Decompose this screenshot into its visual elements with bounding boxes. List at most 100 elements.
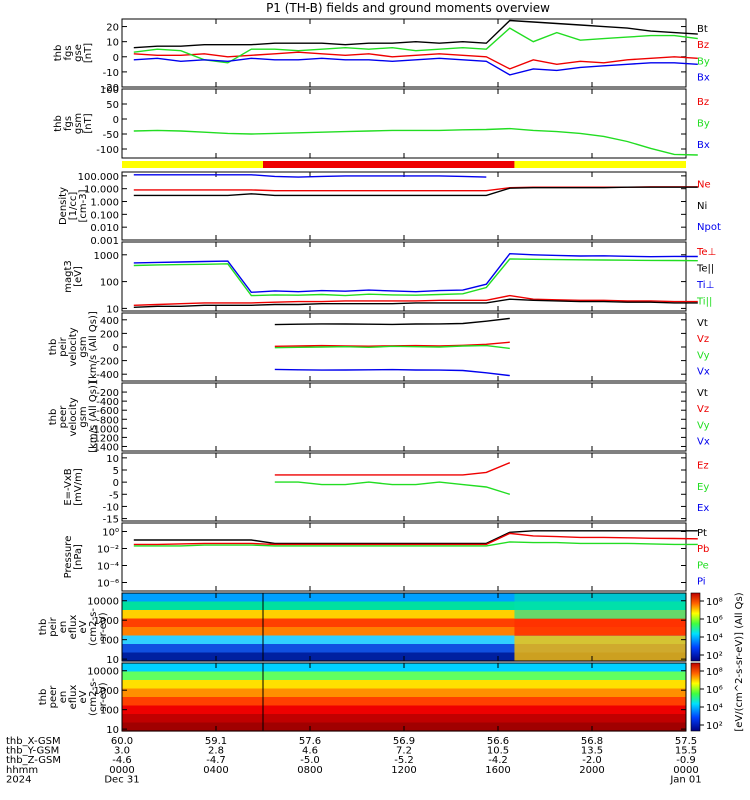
- spectrogram-band: [514, 618, 686, 636]
- y-axis-label-line: velocity: [68, 397, 79, 436]
- panel-frame: [121, 382, 687, 452]
- legend-label: Vy: [697, 350, 710, 361]
- legend-label: Pb: [697, 544, 709, 555]
- time-axis-value: -5.0: [300, 755, 320, 766]
- y-tick-label: 20: [106, 23, 119, 34]
- y-axis-label-line: eflux: [68, 685, 79, 710]
- series-line-Te⊥: [133, 294, 698, 306]
- time-axis-value: 13.5: [581, 746, 603, 757]
- time-axis-value: 57.6: [299, 736, 321, 747]
- time-axis-value: 56.9: [393, 736, 415, 747]
- time-axis-value: Dec 31: [104, 774, 139, 785]
- y-tick-label: 10⁻⁶: [97, 579, 119, 590]
- y-tick-label: 10: [106, 38, 119, 49]
- spectrogram-band: [122, 610, 686, 620]
- time-axis-value: -4.2: [488, 755, 508, 766]
- y-tick-label: 0: [113, 343, 119, 354]
- y-tick-label: 50: [106, 100, 119, 111]
- panel-peer_velocity: -200-400-600-800-1000-1200-1400thbpeerve…: [48, 381, 710, 453]
- y-tick-label: -5: [109, 490, 119, 501]
- panel-density: 100.00010.0001.0000.1000.0100.001Density…: [58, 171, 721, 247]
- legend-label: Vy: [697, 420, 710, 431]
- y-axis-label-line: thb: [38, 689, 49, 706]
- time-axis-value: 56.8: [581, 736, 603, 747]
- y-tick-label: -400: [96, 397, 119, 408]
- panel-frame: [121, 18, 687, 88]
- plot-title: P1 (TH-B) fields and ground moments over…: [266, 1, 550, 15]
- y-axis-label-line: [km/s (All Qs)]: [88, 381, 99, 453]
- y-tick-label: -100: [96, 145, 119, 156]
- legend-label: Te||: [696, 263, 714, 274]
- y-axis-label-line: Density: [58, 187, 69, 225]
- y-tick-label: 10: [106, 655, 119, 666]
- y-axis-label: thbfgsgsm[nT]: [53, 113, 94, 134]
- y-axis-label-line: [nPa]: [73, 544, 84, 570]
- y-axis-label: thbpeervelocitygsm[km/s (All Qs)]: [48, 381, 99, 453]
- spectrogram-band: [122, 714, 686, 724]
- y-tick-label: 10: [106, 725, 119, 736]
- y-axis-label-line: fgs: [63, 116, 74, 131]
- y-axis-label-line: velocity: [68, 327, 79, 366]
- y-axis-label-line: peer: [58, 405, 69, 429]
- series-line-Bx: [133, 57, 698, 76]
- y-axis-label-line: thb: [48, 339, 59, 356]
- y-axis-label-line: gse: [73, 44, 84, 62]
- legend-label: Bz: [697, 97, 709, 108]
- time-axis-row-label: 2024: [6, 774, 31, 785]
- y-tick-label: 10⁻²: [97, 545, 119, 556]
- y-axis-label-line: [nT]: [83, 43, 94, 63]
- y-axis-label: Pressure[nPa]: [63, 536, 84, 579]
- time-axis-value: 0000: [673, 765, 698, 776]
- y-axis-label-line: Pressure: [63, 536, 74, 579]
- y-axis-label-line: en: [58, 621, 69, 634]
- series-line-Npot: [133, 174, 487, 178]
- legend-label: Pt: [697, 528, 707, 539]
- legend-label: Bx: [697, 140, 710, 151]
- y-tick-label: -50: [103, 130, 119, 141]
- y-tick-label: 0.100: [90, 210, 119, 221]
- spectrogram-band: [122, 705, 686, 715]
- series-line-By: [133, 127, 698, 156]
- panel-frame: [121, 522, 687, 592]
- y-axis-label-line: thb: [53, 115, 64, 132]
- series-line-By: [133, 27, 698, 64]
- y-axis-label-line: en: [58, 691, 69, 704]
- legend-label: Ex: [697, 503, 709, 514]
- y-axis-label-line: thb: [38, 619, 49, 636]
- spectrogram-band: [122, 635, 686, 645]
- y-tick-label: -15: [103, 515, 119, 526]
- time-axis-value: 15.5: [675, 746, 697, 757]
- y-tick-label: 10: [106, 454, 119, 465]
- y-axis-label-line: thb: [48, 409, 59, 426]
- y-axis-label-line: [mV/m]: [73, 468, 84, 506]
- series-line-Pt: [133, 530, 698, 545]
- spectrogram-band: [122, 618, 686, 628]
- legend-label: Npot: [697, 222, 721, 233]
- y-tick-label: 0: [113, 53, 119, 64]
- time-axis-row-label: thb_Y-GSM: [6, 746, 59, 757]
- legend-label: Ni: [697, 201, 707, 212]
- series-line-Ey: [274, 481, 511, 495]
- y-axis-label: E=-VxB[mV/m]: [63, 468, 84, 506]
- time-axis-value: 7.2: [396, 746, 412, 757]
- legend-label: Pi: [697, 576, 706, 587]
- y-axis-label: thbpeerenefluxeV(cm2-s-sr-eV): [38, 678, 109, 716]
- colorbar-tick-label: 10²: [706, 651, 723, 662]
- time-axis-row-label: thb_Z-GSM: [6, 755, 61, 766]
- y-tick-label: 100: [100, 636, 119, 647]
- y-tick-label: 100.000: [78, 172, 119, 183]
- colorbar-tick-label: 10²: [706, 721, 723, 732]
- y-axis-label-line: sr-eV): [98, 612, 109, 641]
- time-axis-value: 0400: [203, 765, 228, 776]
- y-axis-label-line: (cm2-s-: [88, 608, 99, 646]
- series-line-Bz: [133, 51, 698, 70]
- y-tick-label: 0.010: [90, 223, 119, 234]
- legend-label: By: [697, 118, 710, 129]
- panel-peer_spectrogram: 10000 1000 100 10 thbpeerenefluxeV(cm2-s-sr-…: [38, 662, 687, 736]
- time-axis-value: Jan 01: [669, 774, 701, 785]
- series-line-Ez: [274, 462, 511, 476]
- spectrogram-band: [122, 688, 686, 698]
- y-tick-label: -400: [96, 370, 119, 381]
